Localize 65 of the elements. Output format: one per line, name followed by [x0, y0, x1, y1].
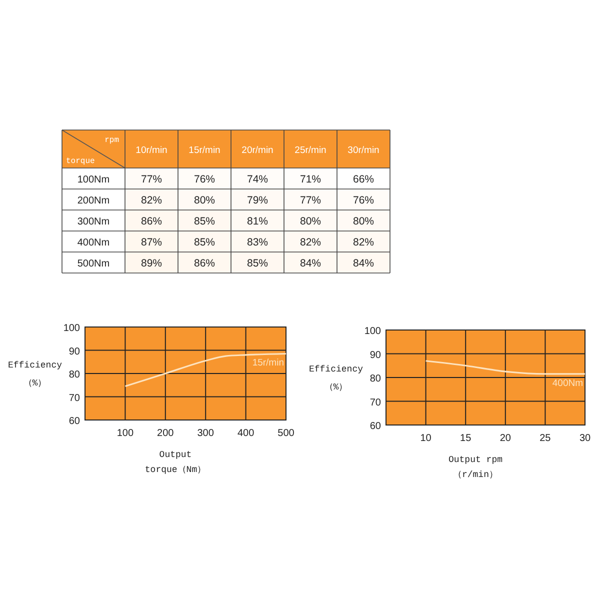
y-tick-label: 90 — [370, 350, 382, 361]
data-label: 76% — [194, 174, 216, 186]
data-label: 84% — [352, 258, 374, 270]
data-label: 85% — [246, 258, 268, 270]
x-tick-label: 25r/min — [294, 145, 326, 156]
data-label: 84% — [300, 258, 322, 270]
x-tick-label: 100 — [116, 428, 134, 439]
y-tick-label: 70 — [68, 392, 80, 404]
x-axis-title: Output rpm （r/min） — [448, 455, 503, 480]
x-tick-label: 400 — [237, 428, 255, 439]
data-label: 71% — [300, 174, 322, 186]
y-axis-title: torque — [66, 157, 96, 166]
y-axis-title: Efficiency （%） — [308, 364, 364, 392]
x-tick-label: 20r/min — [242, 145, 274, 156]
y-tick-label: 100 — [364, 326, 382, 337]
series-label: 15r/min — [252, 358, 284, 369]
y-tick-label: 80 — [370, 374, 382, 384]
data-label: 80% — [352, 216, 374, 228]
y-tick-label: 80 — [68, 370, 80, 380]
y-tick-label: 300Nm — [77, 216, 110, 228]
y-tick-label: 90 — [68, 346, 80, 358]
x-tick-label: 10 — [420, 433, 432, 444]
data-label: 82% — [352, 236, 374, 248]
x-tick-label: 15 — [460, 433, 472, 444]
data-label: 77% — [140, 174, 162, 186]
data-label: 85% — [194, 236, 216, 248]
y-tick-label: 100Nm — [77, 174, 110, 186]
y-tick-label: 60 — [370, 421, 382, 432]
x-tick-label: 25 — [540, 433, 552, 444]
x-tick-label: 30r/min — [348, 145, 380, 156]
y-tick-label: 100 — [63, 323, 80, 334]
data-label: 82% — [300, 236, 322, 248]
x-tick-label: 200 — [157, 428, 174, 439]
data-label: 86% — [194, 258, 216, 270]
data-label: 79% — [246, 194, 268, 206]
x-tick-label: 20 — [500, 433, 512, 444]
data-label: 76% — [352, 194, 374, 206]
data-label: 80% — [300, 216, 322, 228]
data-label: 83% — [246, 236, 268, 248]
x-tick-label: 300 — [197, 428, 214, 439]
x-tick-label: 500 — [278, 428, 295, 439]
y-axis-title: Efficiency （%） — [8, 360, 63, 388]
data-label: 81% — [246, 216, 268, 228]
y-tick-label: 500Nm — [77, 258, 110, 270]
data-label: 86% — [140, 216, 162, 228]
y-tick-label: 60 — [68, 416, 80, 427]
series-label: 400Nm — [552, 378, 584, 389]
data-label: 87% — [140, 236, 162, 248]
line-series — [425, 360, 586, 375]
line-series — [124, 352, 287, 388]
data-label: 66% — [352, 174, 374, 186]
data-label: 77% — [300, 194, 322, 206]
x-axis-title: Output torque（Nm） — [144, 450, 206, 475]
y-tick-label: 400Nm — [77, 238, 110, 248]
x-axis-title: rpm — [104, 136, 120, 145]
data-label: 89% — [140, 258, 162, 270]
data-label: 85% — [194, 216, 216, 228]
x-tick-label: 10r/min — [136, 145, 168, 156]
y-tick-label: 70 — [370, 397, 382, 408]
data-label: 80% — [194, 194, 216, 206]
data-label: 74% — [246, 174, 268, 186]
x-tick-label: 15r/min — [188, 145, 220, 156]
data-label: 82% — [140, 194, 162, 206]
y-tick-label: 200Nm — [77, 196, 110, 206]
x-tick-label: 30 — [579, 433, 591, 444]
